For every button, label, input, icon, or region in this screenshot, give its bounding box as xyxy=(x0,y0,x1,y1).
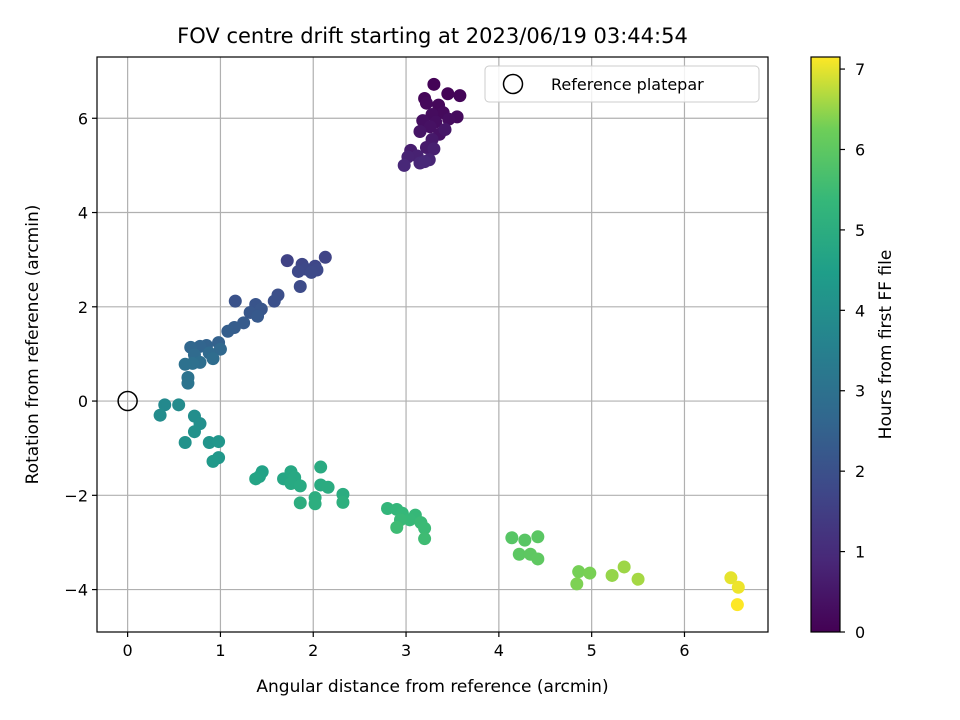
data-point xyxy=(583,566,597,580)
data-point xyxy=(442,112,456,126)
x-tick-label: 4 xyxy=(494,641,504,660)
data-point xyxy=(206,454,220,468)
data-point xyxy=(438,123,452,137)
data-point xyxy=(293,479,307,493)
colorbar-tick-label: 6 xyxy=(855,140,865,159)
y-tick-label: 6 xyxy=(78,109,88,128)
data-point xyxy=(280,254,294,268)
colorbar: 0 1 2 3 4 5 6 7 Hours from first FF file xyxy=(810,56,896,642)
data-point xyxy=(206,352,220,366)
data-point xyxy=(427,142,441,156)
data-point xyxy=(570,577,584,591)
x-tick-label: 5 xyxy=(587,641,597,660)
data-point xyxy=(724,571,738,585)
reference-layer xyxy=(117,390,138,412)
data-point xyxy=(213,342,227,356)
data-point xyxy=(178,436,192,450)
data-point xyxy=(212,435,226,449)
data-point xyxy=(390,520,404,534)
data-point xyxy=(531,530,545,544)
y-tick-label: −4 xyxy=(64,581,88,600)
data-point xyxy=(397,158,411,172)
data-point xyxy=(731,580,745,594)
data-point xyxy=(181,376,195,390)
data-point xyxy=(178,357,192,371)
data-point xyxy=(187,425,201,439)
data-point xyxy=(153,408,167,422)
reference-platepar-marker xyxy=(117,390,138,412)
x-tick-label: 1 xyxy=(215,641,225,660)
colorbar-tick-label: 3 xyxy=(855,382,865,401)
data-point xyxy=(572,565,586,579)
data-points xyxy=(153,77,745,612)
colorbar-tick-label: 5 xyxy=(855,221,865,240)
colorbar-tick-label: 4 xyxy=(855,301,865,320)
data-point xyxy=(158,398,172,412)
data-point xyxy=(321,480,335,494)
plot-frame xyxy=(96,56,769,633)
data-point xyxy=(172,398,186,412)
data-point xyxy=(403,513,417,527)
x-tick-label: 6 xyxy=(679,641,689,660)
data-point xyxy=(291,264,305,278)
data-point xyxy=(336,495,350,509)
colorbar-tick-label: 0 xyxy=(855,623,865,642)
data-point xyxy=(631,572,645,586)
data-point xyxy=(418,155,432,169)
legend-box xyxy=(484,65,760,103)
colorbar-gradient xyxy=(810,56,841,633)
data-point xyxy=(308,497,322,511)
x-tick-label: 2 xyxy=(308,641,318,660)
data-point xyxy=(221,324,235,338)
data-point xyxy=(512,547,526,561)
data-point xyxy=(267,294,281,308)
x-tick-label: 0 xyxy=(123,641,133,660)
data-point xyxy=(453,89,467,103)
x-tick-label: 3 xyxy=(401,641,411,660)
y-axis-ticks: −4 −2 0 2 4 6 xyxy=(64,109,97,600)
y-tick-label: −2 xyxy=(64,486,88,505)
legend: Reference platepar xyxy=(484,65,760,103)
data-point xyxy=(730,598,744,612)
data-point xyxy=(251,309,265,323)
data-point xyxy=(423,120,437,134)
data-point xyxy=(505,531,519,545)
data-point xyxy=(441,87,455,101)
data-point xyxy=(419,96,433,110)
colorbar-tick-label: 1 xyxy=(855,543,865,562)
data-point xyxy=(304,265,318,279)
colorbar-tick-label: 7 xyxy=(855,60,865,79)
colorbar-label: Hours from first FF file xyxy=(876,250,896,440)
y-tick-label: 2 xyxy=(78,298,88,317)
data-point xyxy=(518,533,532,547)
data-point xyxy=(605,568,619,582)
data-point xyxy=(293,280,307,294)
data-point xyxy=(314,460,328,474)
y-tick-label: 0 xyxy=(78,392,88,411)
data-point xyxy=(617,560,631,574)
data-point xyxy=(228,294,242,308)
y-tick-label: 4 xyxy=(78,204,88,223)
data-point xyxy=(531,552,545,566)
chart-title: FOV centre drift starting at 2023/06/19 … xyxy=(177,24,688,48)
colorbar-tick-label: 2 xyxy=(855,462,865,481)
data-point xyxy=(249,472,263,486)
y-axis-label: Rotation from reference (arcmin) xyxy=(23,205,43,485)
data-point xyxy=(418,532,432,546)
data-point xyxy=(293,496,307,510)
data-point xyxy=(413,124,427,138)
data-point xyxy=(318,250,332,264)
data-point xyxy=(418,521,432,535)
x-axis-label: Angular distance from reference (arcmin) xyxy=(256,677,608,697)
colorbar-ticks: 0 1 2 3 4 5 6 7 xyxy=(840,60,865,642)
legend-marker-reference xyxy=(502,73,524,95)
legend-entry-reference: Reference platepar xyxy=(551,75,704,94)
data-point xyxy=(427,77,441,91)
x-axis-ticks: 0 1 2 3 4 5 6 xyxy=(123,632,690,660)
